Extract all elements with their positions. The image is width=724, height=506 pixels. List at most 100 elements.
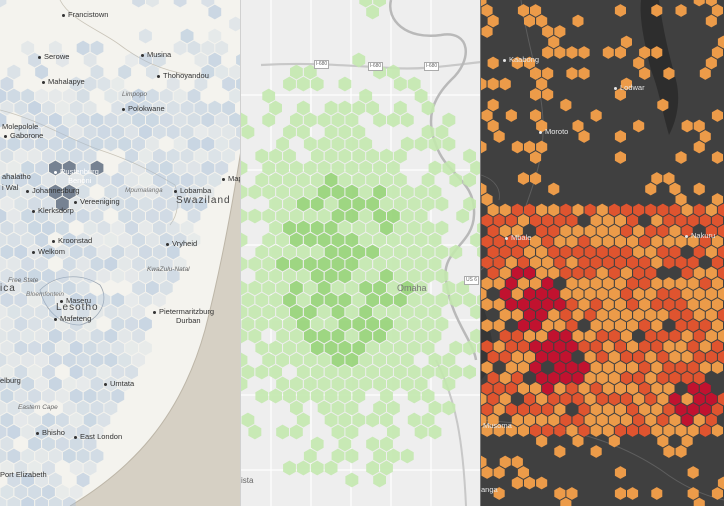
hexbin-cell (166, 124, 180, 140)
hexbin-cell (505, 109, 517, 122)
hexbin-cell (517, 256, 529, 269)
hexbin-cell (21, 280, 35, 296)
hexbin-cell (55, 220, 69, 236)
hexbin-cell (0, 100, 14, 116)
hexbin-cell (345, 184, 359, 200)
hexbin-cell (132, 280, 145, 296)
hexbin-cell (536, 266, 548, 280)
hexbin-cell (62, 232, 76, 248)
hexbin-cell (0, 160, 7, 176)
hexbin-cell (566, 67, 578, 80)
hexbin-cell (442, 280, 456, 296)
hexbin-cell (393, 76, 407, 92)
hexbin-cell (317, 280, 331, 296)
hexbin-cell (317, 208, 331, 224)
hexbin-cell (283, 220, 296, 236)
hexbin-cell (442, 112, 456, 128)
hexbin-cell (125, 268, 138, 284)
hexbin-cell (338, 316, 352, 332)
hexbin-cell (651, 340, 663, 353)
hexbin-cell (241, 292, 255, 308)
hexbin-cell (614, 256, 626, 269)
hexbin-cell (414, 88, 428, 104)
hexbin-cell (76, 280, 90, 296)
hexbin-cell (290, 184, 303, 200)
hexbin-cell (83, 292, 97, 308)
hexbin-cell (627, 235, 639, 248)
hexbin-cell (132, 112, 145, 128)
hexbin-cell (194, 124, 208, 140)
hexbin-cell (180, 100, 194, 116)
hexbin-cell (657, 329, 669, 343)
hexbin-cell (276, 304, 289, 320)
hexbin-cell (241, 256, 248, 272)
hexbin-cell (481, 382, 493, 395)
hexbin-cell (338, 268, 352, 284)
hexbin-cell (7, 256, 21, 272)
hexbin-cell (663, 235, 675, 248)
hexbin-cell (352, 268, 366, 284)
hexbin-cell (681, 266, 693, 280)
hexbin-cell (331, 160, 345, 176)
hexbin-cell (620, 224, 632, 238)
hexbin-cell (352, 388, 366, 404)
hexbin-cell (687, 298, 699, 311)
hexbin-cell (542, 235, 554, 248)
hexbin-cell (400, 352, 414, 368)
hexbin-cell (566, 298, 578, 311)
hexbin-cell (499, 392, 511, 406)
hexbin-cell (536, 371, 548, 385)
hexbin-cell (481, 466, 493, 479)
hexbin-cell (310, 292, 324, 308)
hexbin-cell (359, 0, 373, 8)
hexbin-cell (400, 208, 414, 224)
hexbin-cell (530, 256, 542, 269)
hexbin-cell (493, 403, 505, 416)
hexbin-cell (331, 136, 345, 152)
hexbin-cell (414, 136, 428, 152)
hexbin-cell (42, 316, 55, 332)
hexbin-cell (705, 203, 717, 217)
omaha-map-panel[interactable]: I-680 I-680 I-680 US 6 Omaha ista (241, 0, 481, 506)
hexbin-cell (0, 112, 7, 128)
hexbin-cell (627, 277, 639, 290)
hexbin-cell (173, 256, 187, 272)
hexbin-cell (578, 424, 590, 437)
hexbin-cell (132, 328, 145, 344)
hexbin-cell (645, 266, 657, 280)
hexbin-cell (35, 304, 48, 320)
hexbin-cell (614, 277, 626, 290)
hexbin-cell (387, 352, 400, 368)
hexbin-cell (173, 160, 187, 176)
hexbin-cell (331, 424, 345, 440)
hexbin-cell (542, 340, 554, 353)
hexbin-cell (345, 328, 359, 344)
hexbin-cell (421, 292, 435, 308)
hexbin-cell (481, 392, 487, 406)
hexbin-cell (414, 304, 428, 320)
hexbin-cell (493, 277, 505, 290)
hexbin-cell (69, 76, 83, 92)
hexbin-cell (0, 280, 7, 296)
hexbin-cell (352, 124, 366, 140)
hexbin-cell (373, 400, 386, 416)
hexbin-cell (387, 160, 400, 176)
hexbin-cell (499, 350, 511, 364)
hexbin-cell (241, 328, 248, 344)
hexbin-cell (536, 14, 548, 28)
hexbin-cell (602, 319, 614, 332)
hexbin-cell (675, 424, 687, 437)
hexbin-cell (481, 455, 487, 469)
hexbin-cell (711, 214, 723, 227)
hexbin-cell (524, 413, 535, 427)
hexbin-cell (146, 88, 159, 104)
hexbin-cell (633, 413, 645, 427)
east-africa-map-panel[interactable]: Kaabong Lodwar Moroto Mbale Nakuru Musom… (481, 0, 724, 506)
hexbin-cell (208, 4, 222, 20)
hexbin-cell (657, 98, 669, 112)
hexbin-cell (76, 136, 90, 152)
hexbin-cell (104, 376, 118, 392)
hexbin-cell (536, 140, 548, 154)
hexbin-cell (614, 214, 626, 227)
south-africa-map-panel[interactable]: Francistown Serowe Mahalapye Musina Thoh… (0, 0, 241, 506)
